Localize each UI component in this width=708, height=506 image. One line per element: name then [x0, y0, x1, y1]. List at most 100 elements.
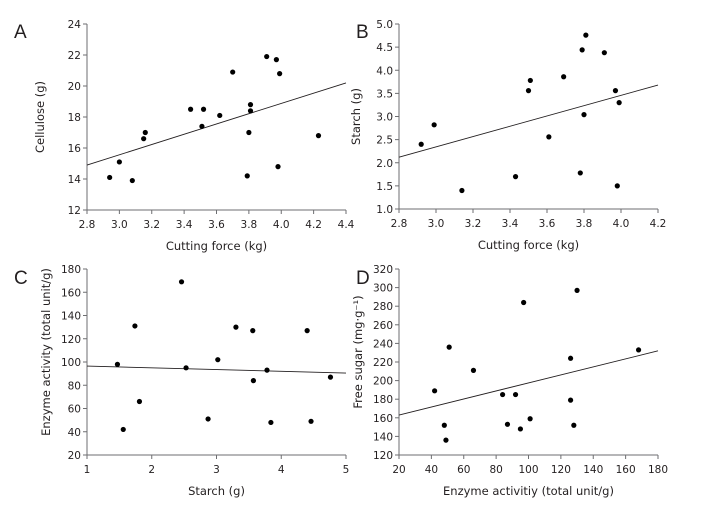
data-point-a	[244, 173, 250, 179]
data-point-c	[183, 365, 189, 371]
panel-letter-c: C	[14, 268, 28, 289]
x-tick-label-a: 4.2	[305, 219, 322, 231]
data-point-a	[247, 102, 254, 108]
x-axis-title-c: Starch (g)	[188, 484, 245, 498]
panel-a: A 12 14 16 18 20 22 24 2.8 3.0 3.2 3.4 3.6 3.8 4.0 4.2…	[14, 19, 355, 253]
x-tick-label-d: 120	[551, 464, 571, 476]
data-point-b	[579, 47, 585, 53]
data-point-c	[136, 398, 143, 405]
y-tick-label-b: 4.0	[376, 65, 393, 77]
data-point-d	[512, 391, 519, 398]
data-point-b	[614, 183, 620, 189]
data-point-b	[616, 100, 622, 106]
x-tick-label-c: 4	[278, 464, 285, 476]
x-tick-label-d: 80	[489, 464, 502, 476]
x-tick-label-b: 3.8	[576, 218, 593, 230]
data-point-d	[470, 367, 477, 373]
x-tick-label-c: 1	[84, 464, 91, 476]
data-point-c	[120, 426, 126, 433]
y-tick-label-b: 3.5	[376, 88, 393, 100]
data-point-d	[504, 421, 511, 427]
y-tick-label-d: 300	[373, 283, 393, 295]
data-point-c	[327, 374, 334, 380]
data-point-b	[581, 112, 587, 118]
data-point-a	[275, 164, 281, 170]
data-point-d	[567, 355, 574, 361]
trend-line-a	[86, 82, 347, 166]
y-tick-label-c: 20	[68, 450, 81, 462]
data-point-d	[571, 422, 577, 428]
y-tick-label-b: 5.0	[376, 19, 393, 31]
data-point-a	[116, 159, 122, 165]
data-point-d	[441, 422, 447, 428]
data-point-b	[601, 50, 607, 56]
y-tick-label-d: 120	[373, 450, 393, 462]
x-tick-label-d: 180	[648, 464, 668, 476]
x-axis-title-d: Enzyme activitiy (total unit/g)	[443, 484, 614, 498]
x-axis-title-a: Cutting force (kg)	[166, 239, 267, 253]
data-point-a	[217, 112, 223, 119]
y-tick-label-a: 20	[68, 81, 81, 93]
y-tick-label-c: 120	[61, 334, 81, 346]
data-point-c	[250, 328, 256, 334]
data-point-a	[199, 123, 205, 129]
data-point-d	[567, 397, 574, 403]
data-point-a	[107, 174, 113, 181]
x-tick-label-b: 4.0	[613, 218, 630, 230]
data-point-d	[517, 426, 524, 432]
x-tick-label-b: 3.4	[502, 218, 519, 230]
x-tick-label-d: 100	[518, 464, 538, 476]
y-axis-title-b: Starch (g)	[349, 88, 363, 145]
data-point-a	[277, 71, 283, 77]
data-point-d	[574, 287, 580, 293]
y-tick-label-b: 3.0	[376, 112, 393, 124]
x-tick-label-a: 4.4	[338, 219, 355, 231]
data-point-b	[525, 88, 532, 94]
x-axis-title-b: Cutting force (kg)	[478, 238, 579, 252]
data-point-c	[268, 419, 274, 426]
data-point-c	[205, 416, 211, 422]
x-tick-label-a: 4.0	[273, 219, 290, 231]
y-tick-label-d: 200	[373, 376, 393, 388]
data-point-b	[583, 32, 589, 38]
data-point-a	[188, 106, 194, 112]
y-tick-label-b: 1.0	[376, 204, 393, 216]
y-tick-label-d: 180	[373, 394, 393, 406]
y-tick-label-a: 24	[68, 19, 82, 31]
data-point-c	[114, 361, 121, 367]
panel-c: C 20 40 60 80 100 120 140 160 180 1 2 3 4 5 Starch (g)…	[14, 264, 349, 498]
x-tick-label-c: 5	[343, 464, 350, 476]
y-tick-label-a: 14	[68, 174, 82, 186]
panel-letter-b: B	[356, 22, 369, 43]
y-tick-label-c: 140	[61, 311, 81, 323]
data-point-d	[500, 391, 506, 398]
data-point-c	[250, 378, 257, 384]
x-tick-label-b: 3.2	[465, 218, 482, 230]
data-point-a	[247, 108, 254, 114]
y-tick-label-c: 100	[61, 357, 81, 369]
x-tick-label-a: 3.0	[111, 219, 128, 231]
data-point-a	[230, 69, 236, 75]
data-point-b	[512, 174, 519, 180]
y-tick-label-c: 160	[61, 287, 81, 299]
y-tick-label-a: 22	[68, 50, 81, 62]
y-tick-label-b: 2.0	[376, 158, 393, 170]
x-tick-label-d: 40	[425, 464, 438, 476]
y-axis-title-d: Free sugar (mg·g⁻¹)	[351, 295, 365, 408]
y-tick-label-a: 16	[68, 143, 82, 155]
x-tick-label-d: 160	[616, 464, 636, 476]
data-point-c	[264, 367, 270, 373]
y-tick-label-c: 180	[61, 264, 81, 276]
panel-letter-a: A	[14, 22, 27, 43]
y-tick-label-d: 240	[373, 338, 393, 350]
y-tick-label-a: 18	[68, 112, 81, 124]
data-point-c	[308, 418, 314, 424]
data-point-c	[178, 279, 185, 285]
data-point-a	[273, 57, 279, 63]
data-point-d	[446, 344, 452, 350]
data-point-d	[635, 347, 642, 353]
data-point-a	[141, 136, 147, 142]
y-tick-label-d: 160	[373, 413, 393, 425]
data-point-d	[443, 437, 449, 443]
data-point-d	[527, 416, 533, 422]
